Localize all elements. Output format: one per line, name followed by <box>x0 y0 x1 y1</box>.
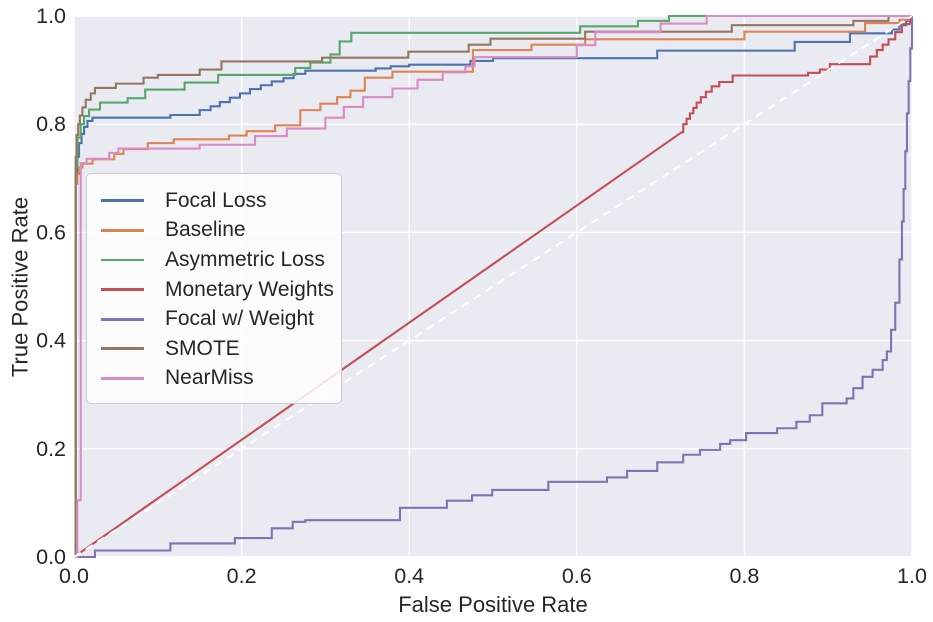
legend-label: SMOTE <box>165 336 240 360</box>
series-line-focal-loss <box>74 16 914 559</box>
chance-diagonal <box>73 15 913 558</box>
legend-label: Focal Loss <box>165 188 267 212</box>
y-axis-label: True Positive Rate <box>7 196 33 378</box>
legend-line-swatch <box>101 347 144 351</box>
legend-label: Monetary Weights <box>165 277 334 301</box>
y-tick-label: 0.2 <box>36 437 66 461</box>
x-tick-label: 0.8 <box>729 564 759 588</box>
legend-item-focal-loss: Focal Loss <box>97 186 325 216</box>
x-tick-label: 0.6 <box>562 564 592 588</box>
x-tick-label: 0.0 <box>59 564 89 588</box>
x-tick-label: 0.4 <box>394 564 424 588</box>
series-line-focal-w-weight <box>74 16 914 559</box>
legend-box: Focal Loss Baseline Asymmetric Loss Monetar… <box>86 173 342 405</box>
legend-line-swatch <box>101 377 144 380</box>
series-line-monetary-weights <box>73 15 914 558</box>
legend-item-focal-w-weight: Focal w/ Weight <box>97 304 325 334</box>
legend-item-baseline: Baseline <box>97 216 325 246</box>
legend-line-swatch <box>101 288 144 291</box>
legend-item-smote: SMOTE <box>97 334 325 364</box>
y-tick-label: 1.0 <box>36 4 66 28</box>
x-tick-label: 1.0 <box>897 564 927 588</box>
y-tick-label: 0.8 <box>36 112 66 136</box>
x-tick-label: 0.2 <box>227 564 257 588</box>
legend-item-asymmetric-loss: Asymmetric Loss <box>97 245 325 275</box>
legend-item-monetary-weights: Monetary Weights <box>97 275 334 305</box>
y-tick-label: 0.0 <box>36 545 66 569</box>
y-tick-label: 0.6 <box>36 220 66 244</box>
series-line-asymmetric-loss <box>74 14 912 559</box>
legend-label: Asymmetric Loss <box>165 247 325 271</box>
legend-line-swatch <box>101 258 144 262</box>
legend-line-swatch <box>101 199 144 203</box>
series-line-smote <box>74 14 912 559</box>
legend-item-nearmiss: NearMiss <box>97 364 325 394</box>
legend-line-swatch <box>101 229 144 232</box>
series-line-nearmiss <box>74 14 912 559</box>
legend-line-swatch <box>101 317 144 321</box>
y-tick-label: 0.4 <box>36 329 66 353</box>
legend-label: NearMiss <box>165 366 254 390</box>
legend-label: Focal w/ Weight <box>165 307 314 331</box>
legend-label: Baseline <box>165 218 246 242</box>
x-axis-label: False Positive Rate <box>398 592 588 617</box>
